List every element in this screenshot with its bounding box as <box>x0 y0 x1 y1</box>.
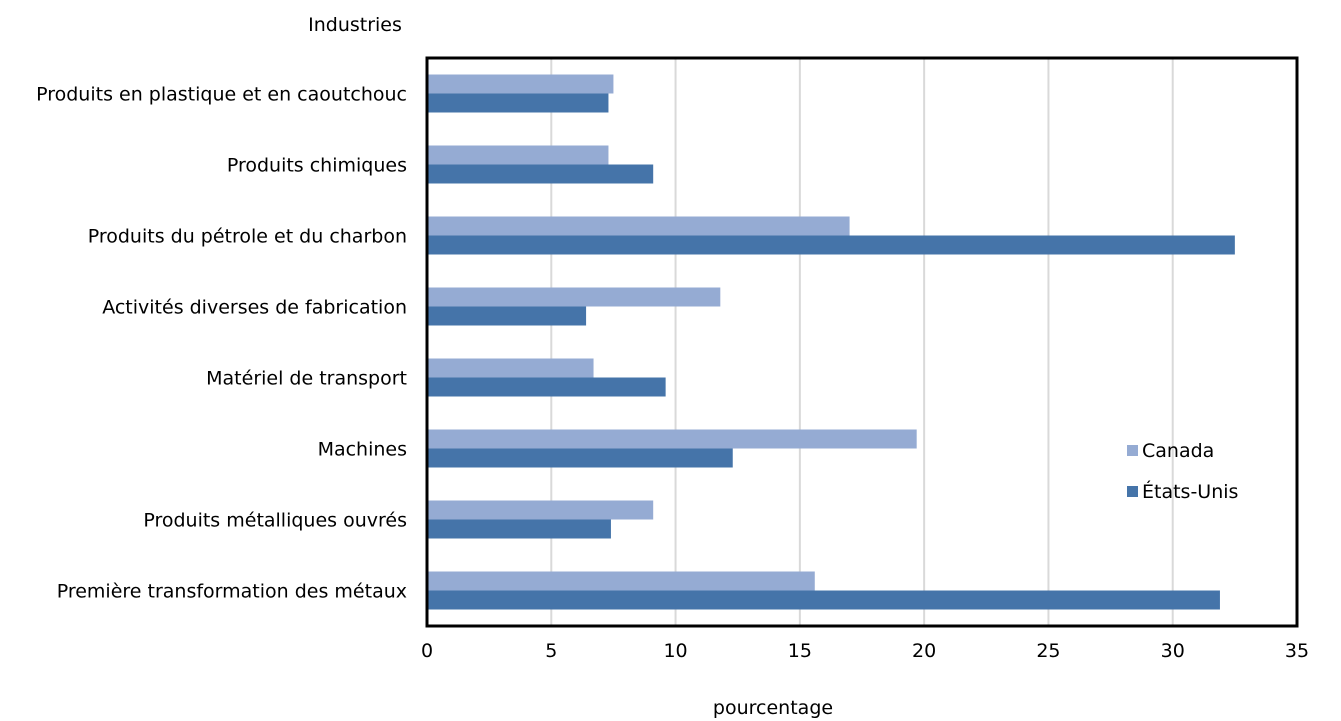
category-label: Activités diverses de fabrication <box>102 297 407 319</box>
bar-canada <box>427 429 917 449</box>
bar-canada <box>427 145 609 165</box>
bar-canada <box>427 287 721 307</box>
category-label: Produits chimiques <box>227 155 407 177</box>
bar-etats-unis <box>427 93 609 113</box>
category-label: Produits en plastique et en caoutchouc <box>36 84 407 106</box>
x-tick-labels: 0 5 10 15 20 25 30 35 <box>421 640 1309 662</box>
x-tick-label: 30 <box>1161 640 1185 662</box>
x-tick-label: 10 <box>663 640 687 662</box>
bar-canada <box>427 216 850 236</box>
x-tick-label: 5 <box>545 640 557 662</box>
bar-etats-unis <box>427 235 1235 255</box>
bar-etats-unis <box>427 519 611 539</box>
bar-etats-unis <box>427 306 587 326</box>
bar-etats-unis <box>427 448 733 468</box>
bar-etats-unis <box>427 590 1220 610</box>
category-label: Produits métalliques ouvrés <box>143 510 407 532</box>
legend-label: Canada <box>1142 440 1214 462</box>
category-label: Matériel de transport <box>206 368 407 390</box>
category-label: Première transformation des métaux <box>57 581 407 603</box>
bar-canada <box>427 358 594 378</box>
bar-etats-unis <box>427 164 654 184</box>
legend-label: États-Unis <box>1142 480 1238 503</box>
bar-canada <box>427 74 614 94</box>
x-tick-label: 15 <box>788 640 812 662</box>
x-tick-label: 0 <box>421 640 433 662</box>
category-label: Machines <box>318 439 407 461</box>
category-label: Produits du pétrole et du charbon <box>88 226 407 248</box>
bar-canada <box>427 571 815 591</box>
plot-frame <box>425 56 1299 628</box>
category-labels: Produits en plastique et en caoutchouc Pr… <box>36 84 407 603</box>
legend: Canada États-Unis <box>1127 440 1238 503</box>
gridlines <box>550 58 1174 626</box>
x-tick-label: 35 <box>1285 640 1309 662</box>
x-tick-label: 25 <box>1036 640 1060 662</box>
bars <box>427 74 1235 610</box>
bar-etats-unis <box>427 377 666 397</box>
y-axis-title: Industries <box>308 14 402 36</box>
legend-swatch-canada <box>1127 445 1138 456</box>
bar-canada <box>427 500 654 520</box>
x-tick-label: 20 <box>912 640 936 662</box>
x-axis-title: pourcentage <box>713 697 833 719</box>
legend-swatch-etats-unis <box>1127 486 1138 497</box>
